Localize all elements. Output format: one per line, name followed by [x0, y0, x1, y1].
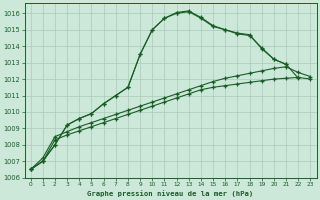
- X-axis label: Graphe pression niveau de la mer (hPa): Graphe pression niveau de la mer (hPa): [87, 190, 254, 197]
